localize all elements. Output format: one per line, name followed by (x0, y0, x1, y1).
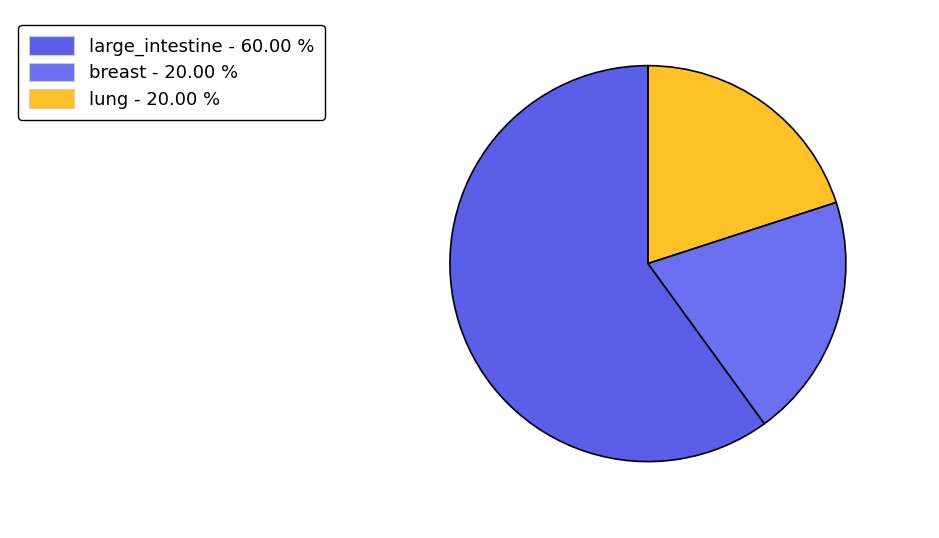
Legend: large_intestine - 60.00 %, breast - 20.00 %, lung - 20.00 %: large_intestine - 60.00 %, breast - 20.0… (19, 25, 325, 119)
Wedge shape (648, 66, 837, 264)
Wedge shape (450, 66, 764, 462)
Wedge shape (648, 202, 846, 424)
